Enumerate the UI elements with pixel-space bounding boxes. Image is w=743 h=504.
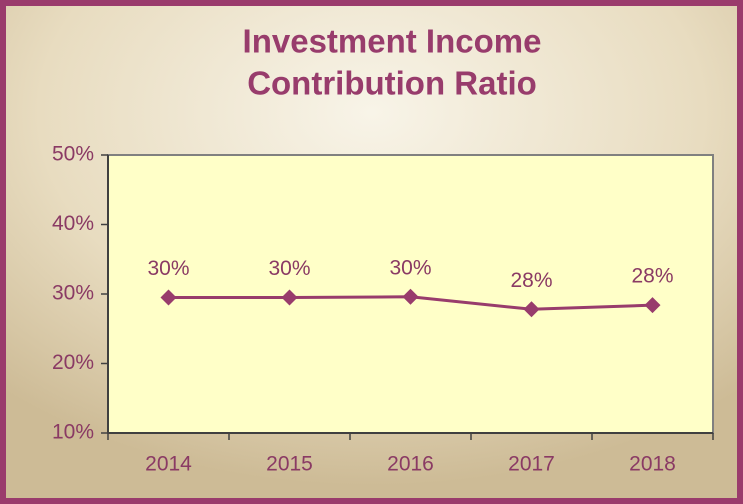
data-point xyxy=(644,297,661,314)
data-label: 30% xyxy=(147,257,189,280)
data-point xyxy=(402,288,419,305)
chart-title: Contribution Ratio xyxy=(247,65,537,102)
y-tick-label: 50% xyxy=(52,143,94,166)
data-point xyxy=(523,301,540,318)
y-tick-label: 30% xyxy=(52,282,94,305)
y-tick-label: 40% xyxy=(52,212,94,235)
x-tick-label: 2017 xyxy=(508,453,555,476)
data-label: 30% xyxy=(389,256,431,279)
data-point xyxy=(281,289,298,306)
y-tick-label: 20% xyxy=(52,351,94,374)
data-point xyxy=(160,289,177,306)
data-label: 30% xyxy=(268,257,310,280)
data-label: 28% xyxy=(631,265,673,288)
x-tick-label: 2014 xyxy=(145,453,192,476)
x-tick-label: 2015 xyxy=(266,453,313,476)
chart-title: Investment Income xyxy=(243,23,542,60)
x-tick-label: 2016 xyxy=(387,453,434,476)
x-tick-label: 2018 xyxy=(629,453,676,476)
y-tick-label: 10% xyxy=(52,421,94,444)
data-label: 28% xyxy=(510,269,552,292)
